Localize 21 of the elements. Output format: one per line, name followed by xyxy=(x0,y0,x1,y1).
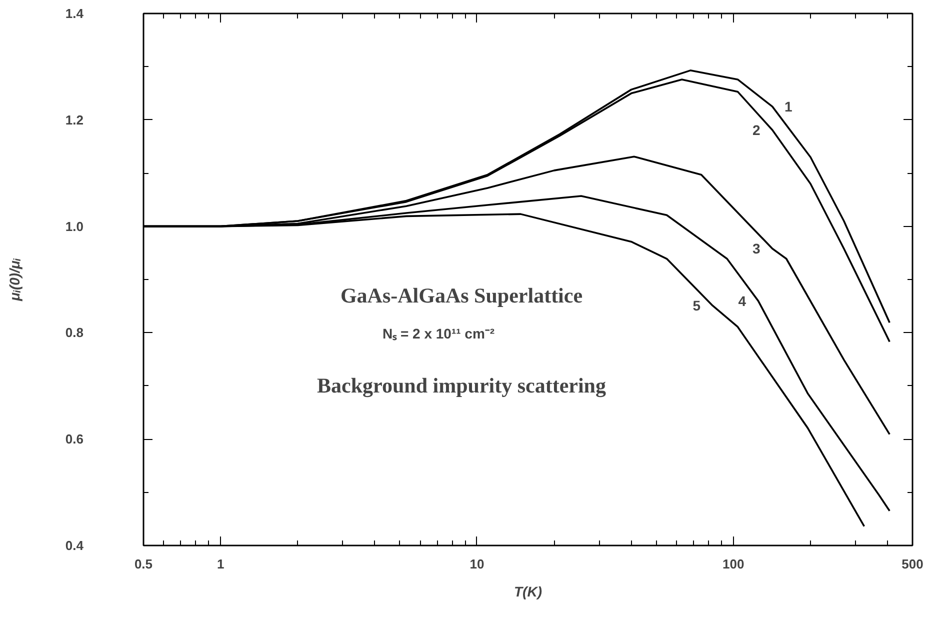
series-label: 3 xyxy=(752,240,760,257)
y-tick-label: 1.4 xyxy=(65,6,84,21)
x-axis-title: T(K) xyxy=(514,584,542,600)
y-axis-title: μᵢ(0)/μᵢ xyxy=(6,258,22,302)
x-tick-label: 10 xyxy=(470,556,484,572)
x-tick-label: 500 xyxy=(902,556,924,572)
y-tick-label: 1.2 xyxy=(65,112,84,128)
y-tick-label: 0.8 xyxy=(65,325,84,340)
y-tick-label: 0.6 xyxy=(65,432,84,447)
x-tick-label: 100 xyxy=(722,556,744,572)
series-label: 4 xyxy=(738,292,746,309)
y-tick-label: 1.0 xyxy=(65,218,84,234)
annotation: GaAs-AlGaAs Superlattice xyxy=(340,284,583,308)
x-tick-label: 0.5 xyxy=(134,556,153,572)
series-label: 1 xyxy=(784,98,792,115)
series-label: 5 xyxy=(692,298,701,314)
x-tick-label: 1 xyxy=(217,556,224,572)
y-tick-label: 0.4 xyxy=(65,538,84,553)
annotation: Background impurity scattering xyxy=(317,374,606,398)
annotation: Nₛ = 2 x 10¹¹ cm⁻² xyxy=(382,326,495,342)
series-label: 2 xyxy=(752,122,760,138)
